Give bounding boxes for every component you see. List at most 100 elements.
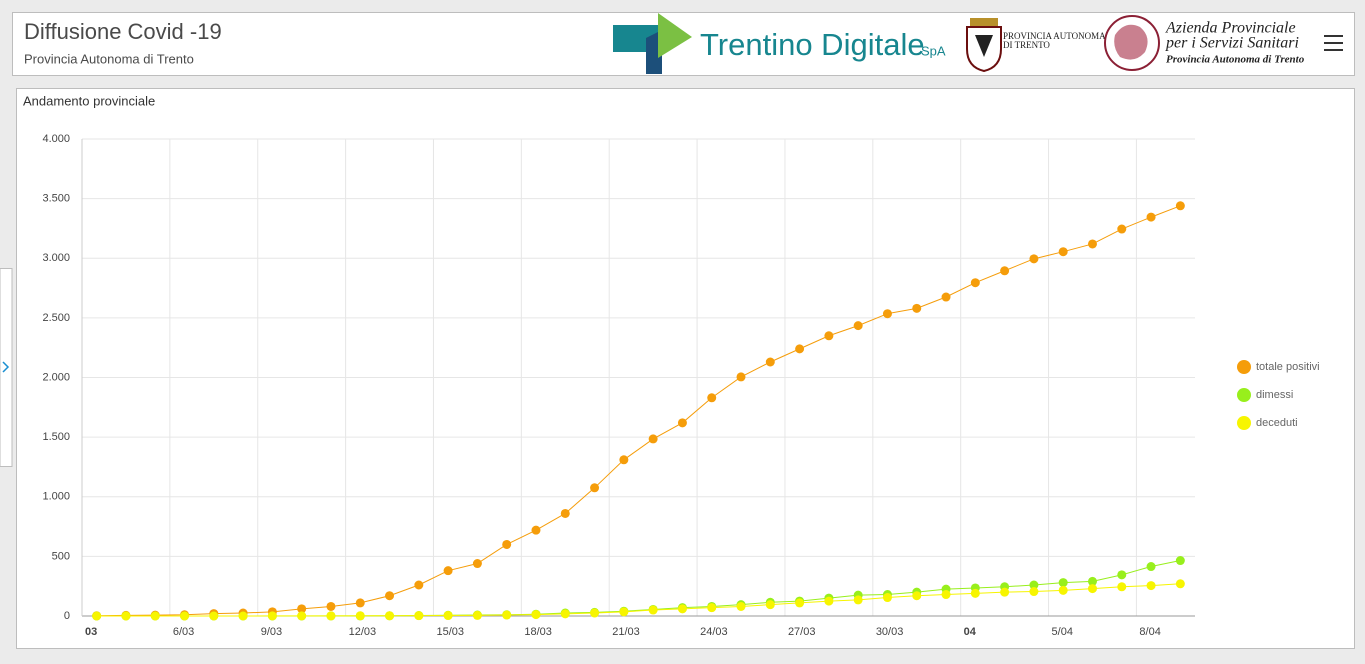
data-point (297, 604, 307, 614)
y-tick-label: 4.000 (42, 133, 70, 145)
data-point (1058, 585, 1068, 595)
data-point (1029, 254, 1039, 264)
y-tick-label: 1.500 (42, 431, 70, 443)
y-tick-label: 3.500 (42, 193, 70, 205)
data-point (209, 611, 219, 621)
legend-label: dimessi (1256, 389, 1293, 401)
y-tick-label: 1.000 (42, 491, 70, 503)
data-point (414, 580, 424, 590)
x-tick-label: 30/03 (876, 626, 904, 638)
data-point (1087, 584, 1097, 594)
data-point (824, 331, 834, 341)
header-title: Diffusione Covid -19 (24, 19, 222, 44)
data-point (970, 278, 980, 288)
data-point (912, 303, 922, 313)
data-point (824, 596, 834, 606)
data-point (560, 508, 570, 518)
td-logo-mark (613, 13, 692, 74)
y-tick-label: 500 (52, 550, 70, 562)
data-point (1087, 576, 1097, 586)
data-point (414, 611, 424, 621)
data-point (590, 483, 600, 493)
data-point (619, 607, 629, 617)
data-point (590, 608, 600, 618)
data-point (355, 598, 365, 608)
legend-swatch (1237, 416, 1251, 430)
legend-label: deceduti (1256, 417, 1298, 429)
data-point (150, 611, 160, 621)
x-tick-label: 12/03 (349, 626, 377, 638)
data-point (355, 611, 365, 621)
x-tick-label: 15/03 (436, 626, 464, 638)
data-point (267, 611, 277, 621)
series-line (96, 583, 1181, 617)
data-point (677, 604, 687, 614)
data-point (121, 611, 131, 621)
side-tab[interactable] (0, 268, 13, 467)
logo-text: Provincia Autonoma di Trento (1166, 54, 1305, 66)
data-point (707, 603, 717, 613)
data-point (326, 601, 336, 611)
data-point (385, 611, 395, 621)
x-tick-label: 18/03 (524, 626, 552, 638)
pat-shield (966, 18, 1002, 73)
y-tick-label: 3.000 (42, 252, 70, 264)
side-arrow[interactable] (2, 361, 10, 373)
chart-title: Andamento provinciale (23, 93, 155, 108)
x-tick-label: 9/03 (261, 626, 282, 638)
logo-text: Azienda Provinciale (1165, 20, 1296, 37)
data-point (941, 590, 951, 600)
data-point (736, 372, 746, 382)
x-tick-label: 04 (964, 626, 977, 638)
y-tick-label: 0 (64, 610, 70, 622)
data-point (795, 344, 805, 354)
data-point (472, 559, 482, 569)
data-point (912, 591, 922, 601)
y-tick-label: 2.500 (42, 312, 70, 324)
data-point (531, 525, 541, 535)
data-point (1146, 212, 1156, 222)
data-point (560, 609, 570, 619)
data-point (795, 598, 805, 608)
data-point (619, 455, 629, 465)
data-point (1117, 582, 1127, 592)
data-point (853, 321, 863, 331)
data-point (502, 610, 512, 620)
apss-logo (1104, 15, 1160, 71)
data-point (385, 591, 395, 601)
data-point (238, 611, 248, 621)
data-point (677, 418, 687, 428)
data-point (648, 605, 658, 615)
data-point (1175, 579, 1185, 589)
x-tick-label: 03 (85, 626, 97, 638)
x-tick-label: 21/03 (612, 626, 640, 638)
data-point (736, 601, 746, 611)
data-point (326, 611, 336, 621)
data-point (1058, 578, 1068, 588)
data-point (472, 610, 482, 620)
data-point (882, 309, 892, 319)
series-line (96, 205, 1181, 617)
chart-panel (16, 88, 1355, 649)
data-point (502, 539, 512, 549)
menu-button[interactable] (1324, 35, 1343, 51)
logo-text: Trentino Digitale (700, 27, 925, 62)
data-point (1175, 556, 1185, 566)
data-point (1146, 581, 1156, 591)
data-point (1175, 201, 1185, 211)
data-point (297, 611, 307, 621)
logo-text: SpA (921, 43, 946, 58)
data-point (882, 593, 892, 603)
data-point (1000, 587, 1010, 597)
x-tick-label: 8/04 (1139, 626, 1160, 638)
data-point (1058, 247, 1068, 257)
data-point (1087, 239, 1097, 249)
x-tick-label: 5/04 (1052, 626, 1073, 638)
data-point (443, 566, 453, 576)
legend-swatch (1237, 360, 1251, 374)
data-point (443, 611, 453, 621)
legend-label: totale positivi (1256, 361, 1320, 373)
data-point (853, 595, 863, 605)
